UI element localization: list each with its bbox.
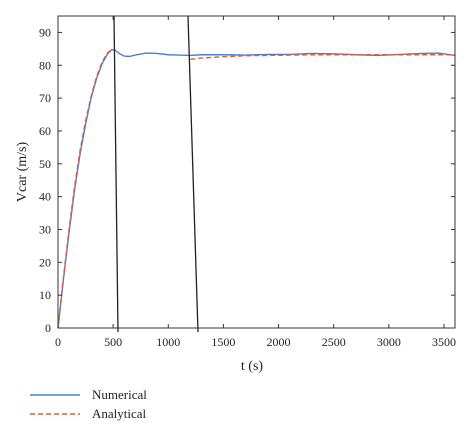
y-tick-label: 70 (39, 91, 51, 105)
vertical-marker-line (113, 15, 119, 333)
plot-frame (57, 15, 456, 329)
y-tick-label: 80 (39, 58, 51, 72)
series-line-analytical (57, 48, 116, 329)
y-tick-label: 40 (39, 190, 51, 204)
x-tick-label: 2000 (267, 335, 291, 349)
y-tick-label: 90 (39, 25, 51, 39)
y-tick-label: 50 (39, 157, 51, 171)
series-line-analytical (190, 54, 455, 61)
x-tick-label: 3500 (432, 335, 456, 349)
x-axis-label: t (s) (241, 359, 264, 374)
x-tick-label: 0 (55, 335, 61, 349)
x-tick-label: 1000 (156, 335, 180, 349)
y-tick-label: 10 (39, 288, 51, 302)
x-tick-label: 3000 (377, 335, 401, 349)
x-tick-label: 500 (104, 335, 122, 349)
y-axis-label: Vcar (m/s) (15, 142, 30, 203)
legend-label-numerical: Numerical (92, 387, 147, 402)
y-tick-label: 20 (39, 255, 51, 269)
legend: Numerical Analytical (30, 387, 147, 421)
plot-area (57, 15, 456, 333)
x-tick-label: 1500 (211, 335, 235, 349)
x-tick-label: 2500 (322, 335, 346, 349)
axes: 0 500 1000 1500 2000 2500 3000 3500 0 10 20 30 40 50 6… (39, 15, 456, 349)
vertical-marker-line (187, 15, 199, 333)
y-tick-label: 60 (39, 124, 51, 138)
legend-label-analytical: Analytical (92, 406, 147, 421)
y-tick-label: 0 (45, 321, 51, 335)
y-tick-label: 30 (39, 222, 51, 236)
